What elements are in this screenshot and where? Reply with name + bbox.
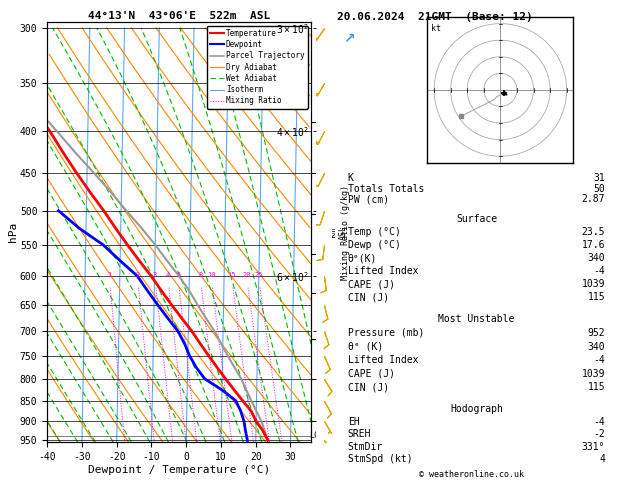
Text: CAPE (J): CAPE (J): [348, 369, 395, 379]
Text: CAPE (J): CAPE (J): [348, 279, 395, 289]
Text: StmDir: StmDir: [348, 442, 383, 452]
Text: 23.5: 23.5: [582, 227, 605, 237]
Text: StmSpd (kt): StmSpd (kt): [348, 454, 413, 464]
Text: 952: 952: [587, 328, 605, 338]
Text: 115: 115: [587, 292, 605, 302]
Text: 50: 50: [594, 184, 605, 193]
Text: 2: 2: [135, 272, 140, 278]
Text: Pressure (mb): Pressure (mb): [348, 328, 424, 338]
Title: 44°13'N  43°06'E  522m  ASL: 44°13'N 43°06'E 522m ASL: [88, 11, 270, 21]
Text: 17.6: 17.6: [582, 240, 605, 250]
Text: 15: 15: [228, 272, 236, 278]
Text: Surface: Surface: [456, 214, 497, 225]
Text: Mixing Ratio (g/kg): Mixing Ratio (g/kg): [341, 185, 350, 279]
Text: EH: EH: [348, 417, 359, 427]
Text: kt: kt: [431, 24, 441, 33]
Text: © weatheronline.co.uk: © weatheronline.co.uk: [420, 469, 524, 479]
Text: LCL: LCL: [309, 432, 325, 440]
Text: 331°: 331°: [582, 442, 605, 452]
Text: -4: -4: [594, 355, 605, 365]
Text: -4: -4: [594, 417, 605, 427]
Text: 2.87: 2.87: [582, 194, 605, 205]
Text: 20.06.2024  21GMT  (Base: 12): 20.06.2024 21GMT (Base: 12): [337, 12, 532, 22]
Text: -4: -4: [594, 266, 605, 276]
Text: θᵉ(K): θᵉ(K): [348, 253, 377, 263]
Text: 340: 340: [587, 253, 605, 263]
Text: 3: 3: [153, 272, 157, 278]
Text: 340: 340: [587, 342, 605, 351]
Y-axis label: hPa: hPa: [8, 222, 18, 242]
Text: 31: 31: [594, 173, 605, 183]
Text: 20: 20: [243, 272, 251, 278]
Text: PW (cm): PW (cm): [348, 194, 389, 205]
Text: 8: 8: [198, 272, 203, 278]
Text: Most Unstable: Most Unstable: [438, 314, 515, 324]
Y-axis label: km
ASL: km ASL: [328, 225, 348, 240]
Legend: Temperature, Dewpoint, Parcel Trajectory, Dry Adiabat, Wet Adiabat, Isotherm, Mi: Temperature, Dewpoint, Parcel Trajectory…: [207, 26, 308, 108]
Text: K: K: [348, 173, 353, 183]
Text: -2: -2: [594, 429, 605, 439]
Text: 4: 4: [166, 272, 170, 278]
Text: 1: 1: [108, 272, 111, 278]
Text: 10: 10: [207, 272, 216, 278]
Text: Dewp (°C): Dewp (°C): [348, 240, 401, 250]
Text: 4: 4: [599, 454, 605, 464]
Text: 115: 115: [587, 382, 605, 392]
Text: CIN (J): CIN (J): [348, 292, 389, 302]
Text: θᵉ (K): θᵉ (K): [348, 342, 383, 351]
Text: Temp (°C): Temp (°C): [348, 227, 401, 237]
Text: Lifted Index: Lifted Index: [348, 355, 418, 365]
X-axis label: Dewpoint / Temperature (°C): Dewpoint / Temperature (°C): [88, 465, 270, 475]
Text: Totals Totals: Totals Totals: [348, 184, 424, 193]
Text: 1039: 1039: [582, 279, 605, 289]
Text: SREH: SREH: [348, 429, 371, 439]
Text: 5: 5: [176, 272, 181, 278]
Text: 1039: 1039: [582, 369, 605, 379]
Text: Hodograph: Hodograph: [450, 404, 503, 414]
Text: Lifted Index: Lifted Index: [348, 266, 418, 276]
Text: ↗: ↗: [343, 27, 355, 46]
Text: CIN (J): CIN (J): [348, 382, 389, 392]
Text: 25: 25: [255, 272, 263, 278]
